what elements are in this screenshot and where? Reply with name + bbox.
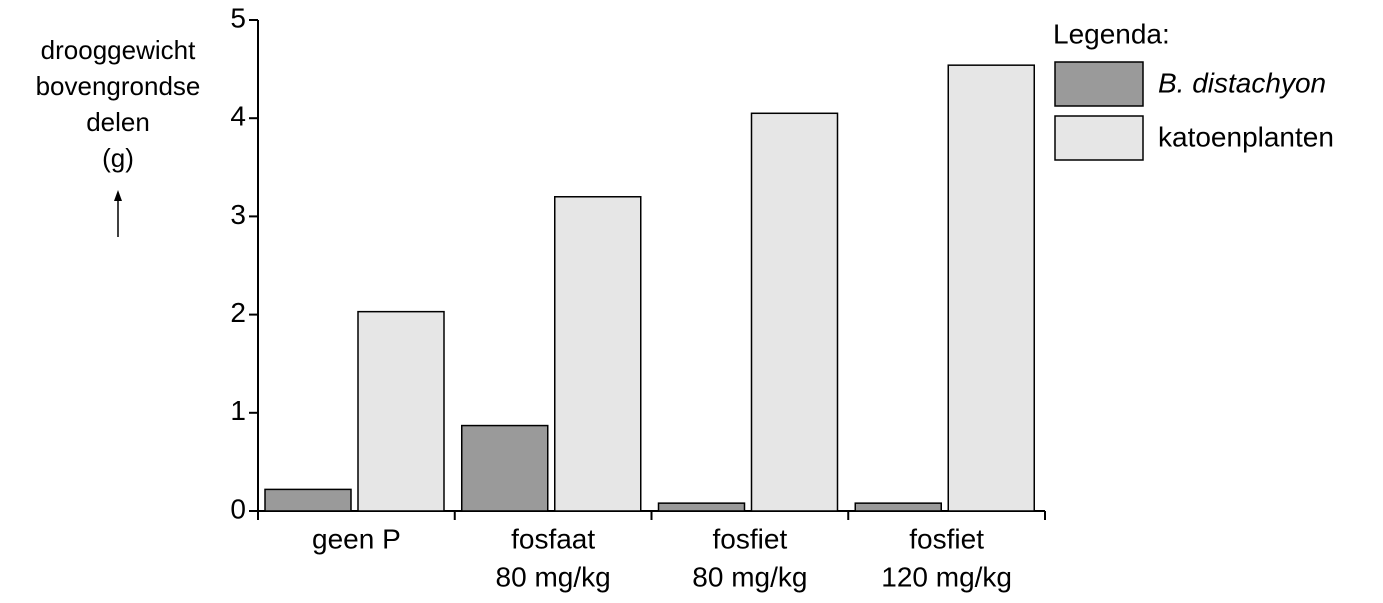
legend-title: Legenda: [1053,18,1170,49]
y-tick-label: 5 [230,2,246,33]
legend-swatch [1054,61,1144,107]
y-tick-label: 2 [230,297,246,328]
x-tick-label: fosfiet [909,523,984,554]
bar [854,502,942,512]
y-axis-label: delen [86,107,150,137]
bar [657,502,746,512]
y-axis-label: (g) [102,143,134,173]
y-axis-label: drooggewicht [41,35,196,65]
legend-swatch [1054,115,1144,161]
x-tick-label: fosfiet [713,523,788,554]
y-tick-label: 1 [230,395,246,426]
y-axis-label: bovengrondse [36,71,201,101]
x-tick-label: 120 mg/kg [881,561,1012,592]
legend-label: B. distachyon [1158,67,1326,98]
x-tick-label: fosfaat [511,523,595,554]
y-tick-label: 3 [230,199,246,230]
x-tick-label: 80 mg/kg [692,561,807,592]
x-tick-label: geen P [312,523,401,554]
y-tick-label: 4 [230,101,246,132]
bar [264,488,352,512]
bar [947,64,1035,512]
bar [554,196,642,512]
bar [357,310,445,512]
legend-label: katoenplanten [1158,121,1334,152]
y-label-arrowhead [114,190,122,201]
x-tick-label: 80 mg/kg [496,561,611,592]
y-tick-label: 0 [230,493,246,524]
bar [750,112,839,512]
bar [461,424,549,512]
